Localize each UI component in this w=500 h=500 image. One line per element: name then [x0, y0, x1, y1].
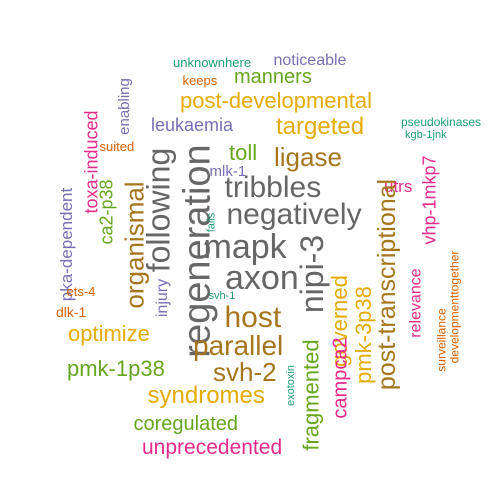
word-negatively: negatively — [226, 198, 362, 231]
word-pmk-3p38: pmk-3p38 — [350, 286, 376, 384]
word-syndromes: syndromes — [147, 382, 265, 409]
word-utrs: utrs — [384, 176, 413, 196]
word-developmenttogether: developmenttogether — [446, 250, 461, 364]
word-unknownhere: unknownhere — [173, 54, 252, 70]
word-ets-4: ets-4 — [66, 283, 96, 299]
word-mlk-1: mlk-1 — [209, 162, 247, 180]
word-pseudokinases: pseudokinases — [401, 115, 482, 129]
word-targeted: targeted — [276, 113, 365, 140]
word-coregulated: coregulated — [133, 413, 239, 435]
word-mapk: mapk — [203, 228, 287, 266]
word-parallel: parallel — [193, 330, 284, 361]
word-exotoxin: exotoxin — [284, 364, 297, 406]
word-pmk-1p38: pmk-1p38 — [67, 356, 165, 381]
word-host: host — [224, 301, 282, 334]
word-nipi-3: nipi-3 — [294, 234, 331, 314]
word-campca2: campca2 — [329, 337, 352, 419]
word-organismal: organismal — [119, 181, 150, 309]
word-vhp-1mkp7: vhp-1mkp7 — [419, 155, 440, 245]
word-keeps: keeps — [182, 72, 218, 88]
word-ligase: ligase — [274, 142, 342, 172]
word-enabling: enabling — [115, 77, 133, 135]
word-post-developmental: post-developmental — [180, 88, 373, 113]
word-kgb-1jnk: kgb-1jnk — [405, 128, 447, 141]
word-leukaemia: leukaemia — [151, 115, 234, 135]
word-optimize: optimize — [68, 321, 150, 346]
word-axon: axon — [225, 259, 299, 297]
word-noticeable: noticeable — [273, 52, 347, 69]
word-suited: suited — [99, 138, 135, 154]
word-manners: manners — [234, 66, 312, 88]
word-tribbles: tribbles — [224, 171, 322, 204]
word-post-transcriptional: post-transcriptional — [372, 178, 401, 390]
word-unprecedented: unprecedented — [142, 435, 283, 459]
word-dlk-1: dlk-1 — [56, 304, 87, 320]
word-surveillance: surveillance — [434, 308, 449, 372]
word-svh-2: svh-2 — [213, 357, 277, 387]
word-ca2-p38: ca2-p38 — [96, 179, 117, 245]
word-fragmented: fragmented — [298, 339, 324, 451]
word-injury: injury — [154, 278, 172, 318]
word-relevance: relevance — [407, 268, 425, 338]
word-svh-1: svh-1 — [208, 289, 236, 302]
word-toll: toll — [229, 140, 258, 165]
